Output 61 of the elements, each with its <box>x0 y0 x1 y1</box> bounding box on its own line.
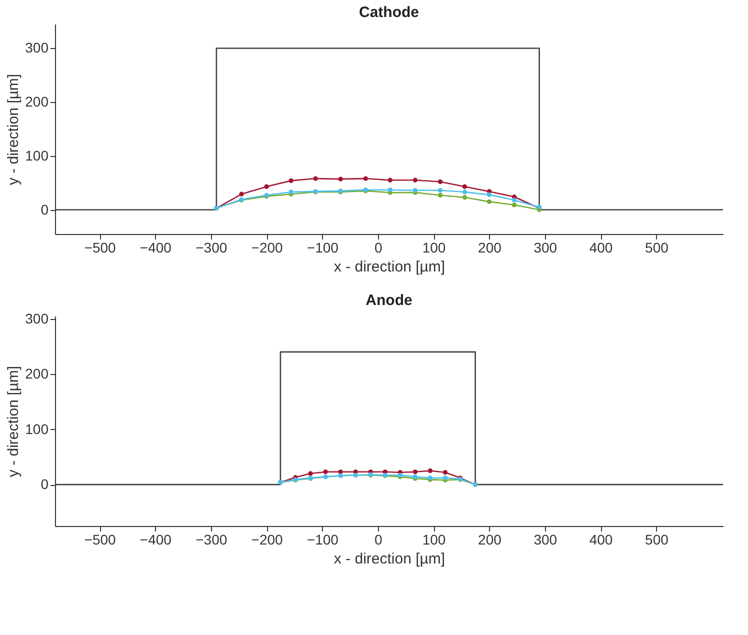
y-tick-label: 300 <box>25 310 49 326</box>
x-tick-label: −400 <box>140 532 172 548</box>
point <box>442 470 448 475</box>
point <box>338 470 343 474</box>
y-tick-label: 200 <box>25 366 49 382</box>
x-tick-label: 100 <box>422 240 446 256</box>
x-tick-label: −100 <box>306 532 339 548</box>
point <box>363 176 368 181</box>
y-tick-label: 200 <box>25 94 49 110</box>
x-tick-label: 500 <box>645 532 669 548</box>
point <box>338 176 343 182</box>
point <box>512 198 517 202</box>
x-tick-label: 100 <box>422 532 446 548</box>
point <box>512 202 517 208</box>
x-axis-title: x - direction [µm] <box>334 258 446 276</box>
x-tick-label: 300 <box>534 532 558 548</box>
point <box>462 190 468 194</box>
point <box>462 184 468 189</box>
point <box>428 468 433 474</box>
x-tick-label: −300 <box>196 532 228 548</box>
point <box>486 199 492 204</box>
x-tick-label: 0 <box>374 240 382 256</box>
y-tick-label: 100 <box>25 147 49 164</box>
point <box>412 470 418 474</box>
x-tick-label: −200 <box>251 240 284 256</box>
x-tick-label: −200 <box>251 532 284 548</box>
x-axis-title: x - direction [µm] <box>334 550 446 568</box>
x-tick-label: −500 <box>84 532 116 548</box>
point <box>462 195 468 200</box>
x-tick-label: 400 <box>589 532 613 548</box>
y-tick-label: 0 <box>40 201 49 218</box>
x-tick-label: 200 <box>478 240 502 256</box>
point <box>438 192 443 198</box>
point <box>323 470 328 474</box>
y-tick-label: 100 <box>25 420 49 437</box>
x-tick-label: 400 <box>589 240 613 256</box>
point <box>438 179 443 184</box>
point <box>239 192 244 196</box>
x-tick-label: 500 <box>645 240 669 256</box>
point <box>438 188 443 193</box>
point <box>308 471 313 476</box>
chart-title: Cathode <box>359 4 419 21</box>
y-axis-title: y - direction [µm] <box>5 74 22 186</box>
x-tick-label: −400 <box>140 240 172 256</box>
x-tick-label: −500 <box>84 240 116 256</box>
x-tick-label: 300 <box>534 240 558 256</box>
point <box>486 192 492 198</box>
x-tick-label: −100 <box>306 240 339 256</box>
x-tick-label: −300 <box>196 240 228 256</box>
x-tick-label: 0 <box>374 532 382 548</box>
point <box>388 188 392 192</box>
y-axis-title: y - direction [µm] <box>5 366 22 478</box>
point <box>412 178 418 182</box>
point <box>388 178 392 182</box>
y-tick-label: 300 <box>25 40 49 56</box>
point <box>313 176 318 181</box>
point <box>264 184 269 189</box>
x-tick-label: 200 <box>478 532 502 548</box>
chart-title: Anode <box>366 292 412 309</box>
point <box>288 178 294 184</box>
y-tick-label: 0 <box>40 476 49 492</box>
